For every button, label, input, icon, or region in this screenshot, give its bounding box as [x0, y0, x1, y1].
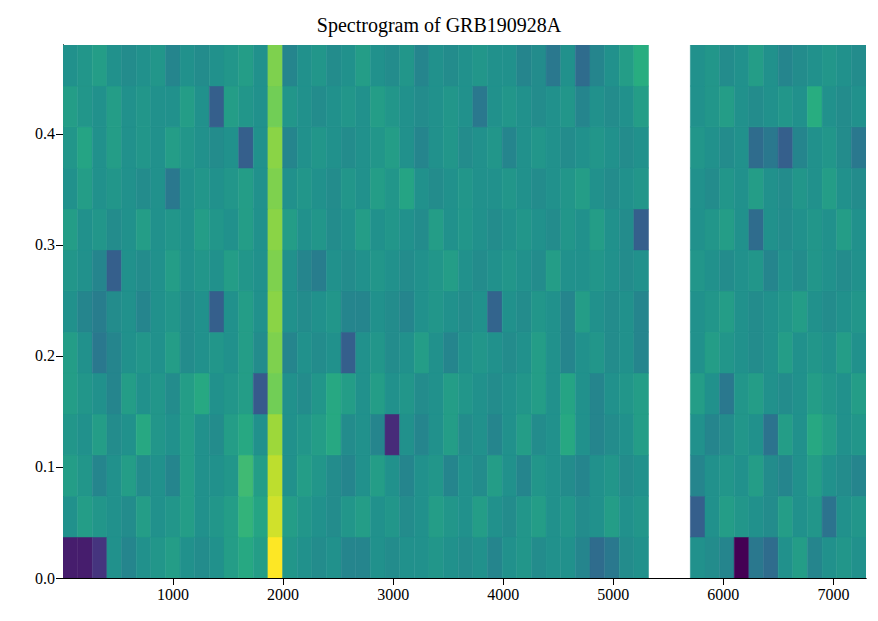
svg-text:6000: 6000 — [707, 586, 739, 603]
svg-text:5000: 5000 — [597, 586, 629, 603]
svg-text:2000: 2000 — [267, 586, 299, 603]
svg-text:Spectrogram of GRB190928A: Spectrogram of GRB190928A — [317, 14, 562, 37]
svg-text:0.1: 0.1 — [35, 458, 55, 475]
svg-text:4000: 4000 — [487, 586, 519, 603]
svg-text:0.4: 0.4 — [35, 125, 55, 142]
svg-text:3000: 3000 — [377, 586, 409, 603]
svg-text:0.3: 0.3 — [35, 236, 55, 253]
svg-text:0.2: 0.2 — [35, 347, 55, 364]
svg-text:1000: 1000 — [157, 586, 189, 603]
svg-text:0.0: 0.0 — [35, 570, 55, 587]
svg-text:7000: 7000 — [817, 586, 849, 603]
